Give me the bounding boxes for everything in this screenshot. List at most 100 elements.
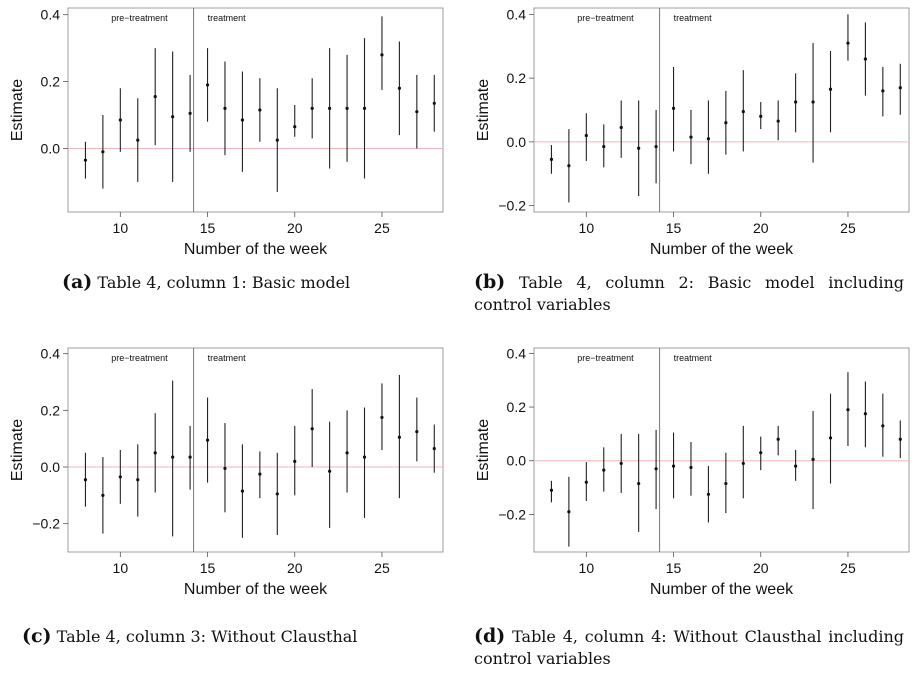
- point-estimate: [898, 437, 902, 441]
- point-estimate: [794, 100, 798, 104]
- caption-c-text: Table 4, column 3: Without Clausthal: [56, 627, 358, 646]
- chart-b: pre−treatment treatment −0.2 0.0 0.2 0.4 10 15 2…: [475, 6, 910, 258]
- chart-d: pre−treatment treatment −0.2 0.0 0.2 0.4 10 15 2…: [475, 345, 910, 598]
- caption-d-text: Table 4, column 4: Without Clausthal inc…: [474, 627, 904, 668]
- y-tick-label: −0.2: [498, 198, 526, 214]
- caption-d-letter: (d): [474, 625, 506, 647]
- treatment-label: treatment: [674, 13, 713, 23]
- pre-treatment-label: pre−treatment: [577, 353, 634, 363]
- y-axis-label: Estimate: [475, 419, 492, 481]
- point-estimate: [240, 489, 245, 493]
- point-estimate: [101, 150, 105, 154]
- point-estimate: [328, 106, 332, 110]
- point-estimate: [863, 57, 867, 61]
- point-estimate: [380, 53, 384, 57]
- y-tick-label: 0.4: [41, 7, 61, 23]
- x-tick-label: 10: [579, 220, 595, 236]
- pre-treatment-label: pre−treatment: [111, 353, 168, 363]
- point-estimate: [898, 86, 902, 90]
- point-estimate: [293, 125, 297, 129]
- point-estimate: [654, 467, 658, 471]
- point-estimate: [153, 451, 157, 455]
- point-estimate: [223, 106, 227, 110]
- point-estimate: [83, 478, 88, 482]
- point-estimate: [828, 87, 833, 91]
- point-estimate: [118, 118, 122, 122]
- y-axis-label: Estimate: [9, 419, 26, 481]
- point-estimate: [275, 492, 279, 496]
- y-tick-label: 0.0: [41, 459, 61, 475]
- point-estimate: [881, 424, 885, 428]
- y-tick-label: 0.2: [41, 74, 61, 90]
- x-tick-label: 20: [287, 560, 303, 576]
- plot-frame: [67, 347, 444, 553]
- point-estimate: [171, 115, 175, 119]
- point-estimate: [153, 95, 157, 99]
- x-tick-label: 20: [753, 220, 769, 236]
- x-tick-label: 10: [113, 220, 129, 236]
- panel-d: pre−treatment treatment −0.2 0.0 0.2 0.4 10 15 2…: [466, 340, 916, 668]
- point-estimate: [258, 108, 262, 112]
- point-estimate: [380, 415, 384, 420]
- point-estimate: [776, 437, 780, 441]
- point-estimate: [171, 455, 175, 459]
- treatment-label: treatment: [674, 353, 713, 363]
- point-estimate: [223, 466, 227, 471]
- caption-b-text: Table 4, column 2: Basic model including…: [474, 273, 904, 314]
- point-estimate: [567, 164, 571, 168]
- caption-d: (d) Table 4, column 4: Without Clausthal…: [474, 625, 904, 670]
- point-estimate: [188, 455, 192, 459]
- panel-a: pre−treatment treatment 0.0 0.2 0.4 10 15 20 25 N…: [0, 0, 450, 300]
- point-estimate: [275, 138, 279, 142]
- x-tick-label: 15: [200, 560, 216, 576]
- y-tick-label: −0.2: [498, 506, 526, 522]
- point-estimate: [397, 86, 401, 90]
- point-estimate: [828, 436, 833, 440]
- point-estimate: [759, 451, 763, 455]
- y-tick-label: 0.0: [507, 453, 527, 469]
- point-estimate: [136, 138, 140, 142]
- point-estimate: [776, 119, 780, 123]
- plot-frame: [67, 7, 444, 213]
- y-tick-label: 0.2: [41, 402, 61, 418]
- point-estimate: [602, 145, 606, 149]
- point-estimate: [205, 438, 210, 442]
- point-estimate: [671, 106, 676, 111]
- x-tick-label: 25: [840, 560, 856, 576]
- panel-b: pre−treatment treatment −0.2 0.0 0.2 0.4 10 15 2…: [466, 0, 916, 314]
- point-estimate: [345, 451, 349, 455]
- chart-c: pre−treatment treatment −0.2 0.0 0.2 0.4 10 15 2…: [9, 346, 444, 598]
- point-estimate: [671, 464, 676, 468]
- point-estimate: [689, 465, 693, 470]
- x-tick-label: 15: [666, 220, 682, 236]
- point-estimate: [258, 472, 262, 476]
- caption-c-letter: (c): [22, 625, 52, 647]
- point-estimate: [362, 455, 367, 459]
- plot-frame: [533, 7, 910, 213]
- point-estimate: [415, 110, 419, 114]
- pre-treatment-label: pre−treatment: [577, 13, 634, 23]
- x-tick-label: 25: [840, 220, 856, 236]
- y-tick-label: 0.2: [507, 399, 527, 415]
- x-axis-label: Number of the week: [650, 581, 794, 598]
- caption-a-text: Table 4, column 1: Basic model: [97, 273, 351, 292]
- point-estimate: [362, 106, 367, 110]
- point-estimate: [205, 83, 210, 87]
- point-estimate: [432, 101, 436, 105]
- point-estimate: [619, 125, 623, 130]
- y-axis-label: Estimate: [9, 79, 26, 141]
- point-estimate: [637, 481, 641, 486]
- caption-a: (a) Table 4, column 1: Basic model: [62, 271, 442, 294]
- y-tick-label: 0.0: [507, 134, 527, 150]
- caption-c: (c) Table 4, column 3: Without Clausthal: [22, 625, 442, 648]
- point-estimate: [310, 106, 314, 110]
- x-tick-label: 20: [753, 560, 769, 576]
- point-estimate: [240, 118, 245, 122]
- point-estimate: [328, 469, 332, 473]
- point-estimate: [310, 427, 314, 431]
- point-estimate: [432, 446, 436, 451]
- point-estimate: [345, 106, 349, 110]
- y-axis-label: Estimate: [475, 79, 492, 141]
- y-tick-label: 0.0: [41, 140, 61, 156]
- point-estimate: [706, 137, 711, 141]
